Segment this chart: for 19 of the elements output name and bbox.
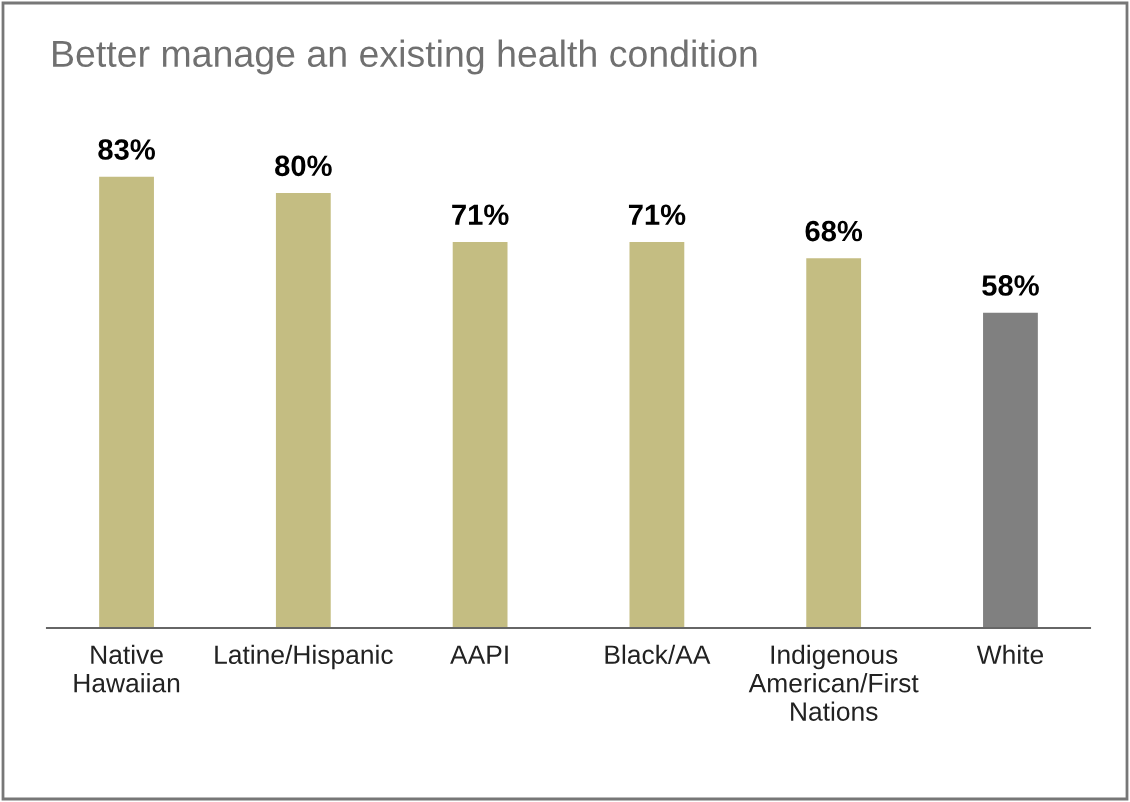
data-label: 80% — [275, 155, 332, 177]
x-tick-label: Native Hawaiian — [74, 644, 180, 693]
x-tick-label: Indigenous American/First Nations — [748, 644, 919, 721]
data-label: 68% — [805, 220, 863, 242]
bar — [275, 193, 331, 628]
bar — [452, 241, 508, 628]
x-tick-label: Latine/Hispanic — [215, 644, 393, 670]
bar — [629, 241, 685, 628]
bar — [983, 312, 1038, 628]
bar — [99, 176, 154, 628]
data-label: 58% — [982, 275, 1039, 296]
x-tick-label: Black/AA — [605, 644, 711, 665]
data-label: 71% — [628, 204, 686, 226]
data-label: 83% — [98, 139, 155, 160]
x-tick-label: White — [976, 644, 1043, 665]
data-label: 71% — [452, 204, 509, 226]
bar — [806, 258, 862, 628]
chart-title: Better manage an existing health condition — [53, 39, 757, 75]
x-tick-label: AAPI — [450, 645, 508, 664]
